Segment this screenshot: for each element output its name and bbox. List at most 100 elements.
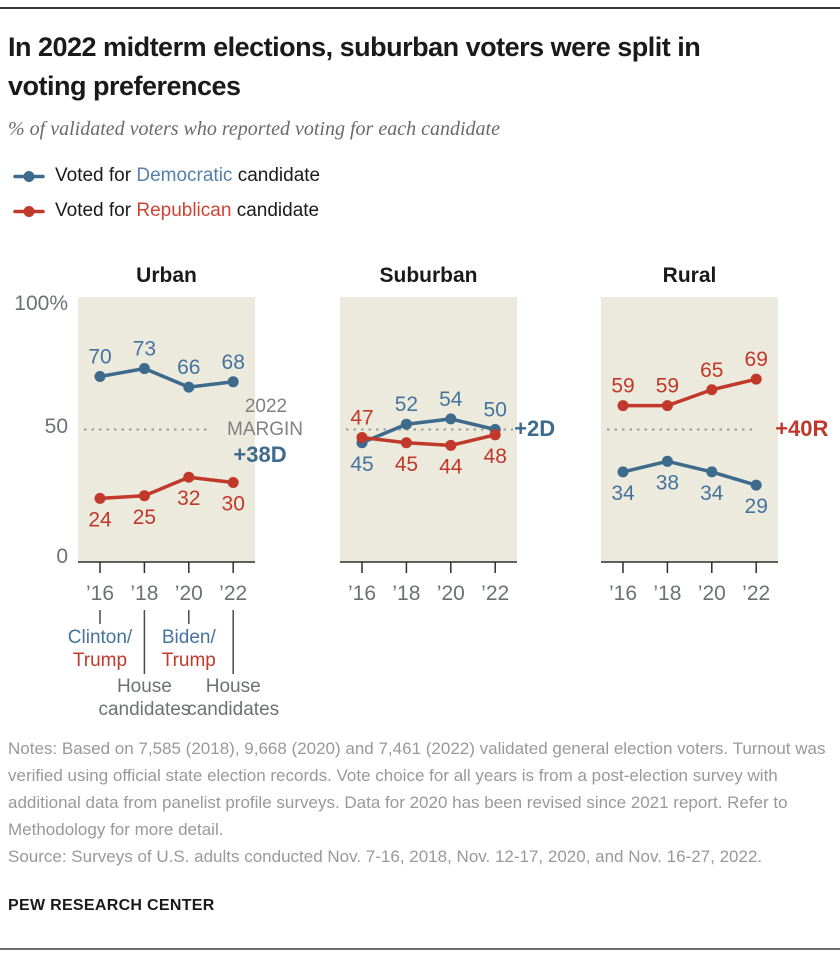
rep-point [661,400,673,412]
rep-line [360,433,497,448]
panel-urban: Urban 100% 50 0 ’16 ’18 ’20 ’22 70 73 66 68 24 25 32 30… [14,264,303,720]
dem-value-label: 73 [133,338,156,361]
dem-value-label: 54 [439,388,463,411]
x-axis-tick-label: ’18 [130,582,158,605]
y-axis-tick-label: 0 [56,545,68,568]
dem-value-label: 38 [656,471,679,494]
dem-point [138,363,150,375]
dem-point [706,466,718,478]
x-axis-tick-label: ’22 [219,582,247,605]
x-axis-tick-label: ’20 [698,582,726,605]
rep-value-label: 24 [88,508,112,531]
dem-value-label: 34 [700,482,724,505]
legend-suffix: candidate [232,165,321,186]
rep-value-label: 59 [656,375,679,398]
x-axis-tick-label: ’18 [392,582,420,605]
x-axis-tick-label: ’22 [481,582,509,605]
rep-point [489,429,501,441]
page-title: In 2022 midterm elections, suburban vote… [8,32,701,101]
dem-point [227,376,239,388]
rep-value-label: 59 [611,375,634,398]
legend-party-word: Republican [136,200,232,221]
rep-point [445,439,457,451]
source-text: Source: Surveys of U.S. adults conducted… [8,847,763,866]
rep-point [617,400,629,412]
dem-point [94,371,106,382]
rep-value-label: 30 [222,493,245,516]
x-axis-tick-label: ’20 [175,582,203,605]
panel-title: Urban [136,264,197,287]
legend-item-republican: Voted for Republican candidate [13,200,320,222]
x-axis-tick-label: ’20 [437,582,465,605]
margin-year-label: 2022 [245,396,287,417]
small-multiples-line-chart: Urban 100% 50 0 ’16 ’18 ’20 ’22 70 73 66 68 24 25 32 30… [14,264,829,720]
dem-point [183,381,195,393]
rep-value-label: 69 [745,348,768,371]
election-annotation-label: House [206,676,261,697]
rep-line [98,475,235,501]
legend-label-democratic: Voted for Democratic candidate [55,165,320,187]
x-axis-tick-label: ’18 [653,582,681,605]
dem-value-label: 70 [88,346,111,369]
dem-value-label: 45 [350,453,373,476]
dem-value-label: 50 [484,399,507,422]
dem-value-label: 66 [177,356,200,379]
chart-subtitle: % of validated voters who reported votin… [8,118,500,140]
rep-value-label: 32 [177,487,200,510]
bottom-rule [0,948,840,950]
dem-line [621,459,758,487]
top-rule [0,7,840,9]
legend-prefix: Voted for [55,200,137,221]
dem-value-label: 29 [745,495,768,518]
rep-line-marker-icon [13,205,45,217]
legend: Voted for Democratic candidate Voted for… [13,165,320,222]
dem-value-label: 52 [395,393,418,416]
rep-point [183,471,195,483]
dem-line-marker-icon [13,170,45,182]
margin-value-label: +38D [233,442,286,467]
election-annotation-label: House [117,676,172,697]
dem-value-label: 34 [611,482,635,505]
rep-value-label: 45 [395,453,418,476]
dem-point [617,466,629,478]
dem-point [661,455,673,467]
x-axis-tick-label: ’16 [348,582,376,605]
y-axis-tick-label: 50 [45,415,68,438]
rep-value-label: 25 [133,506,156,529]
margin-value-label: +2D [514,416,555,441]
election-annotation-label: Biden/ [162,627,217,648]
footer-brand: PEW RESEARCH CENTER [8,897,215,914]
notes-block: Notes: Based on 7,585 (2018), 9,668 (202… [8,735,834,870]
notes-text: Notes: Based on 7,585 (2018), 9,668 (202… [8,739,826,839]
rep-point [94,492,106,504]
x-axis-tick-label: ’16 [86,582,114,605]
rep-point [356,431,368,443]
y-axis-tick-label: 100% [14,292,68,315]
dem-line [360,417,497,445]
x-axis-tick-label: ’22 [742,582,770,605]
x-axis-tick-label: ’16 [609,582,637,605]
margin-word-label: MARGIN [227,419,303,440]
margin-value-label: +40R [775,416,828,441]
election-annotation-label: candidates [187,699,279,720]
rep-value-label: 44 [439,455,463,478]
legend-suffix: candidate [231,200,320,221]
election-annotation-label: Trump [73,650,127,671]
legend-party-word: Democratic [136,165,233,186]
panel-title: Rural [663,264,717,287]
election-annotation-label: candidates [98,699,190,720]
rep-point [706,384,718,396]
panel-suburban: Suburban ’16 ’18 ’20 ’22 45 52 54 50 47 45 44 48 +2D [340,264,555,605]
rep-point [400,437,412,449]
rep-value-label: 65 [700,359,723,382]
panel-title: Suburban [380,264,478,287]
dem-line [98,366,235,389]
legend-prefix: Voted for [55,165,137,186]
dem-value-label: 68 [222,351,245,374]
panel-rural: Rural ’16 ’18 ’20 ’22 34 38 34 29 59 59 65 69 +40R [601,264,829,605]
rep-value-label: 47 [350,406,373,429]
election-annotation-label: Clinton/ [68,627,133,648]
dem-point [750,479,762,491]
rep-point [227,477,239,488]
